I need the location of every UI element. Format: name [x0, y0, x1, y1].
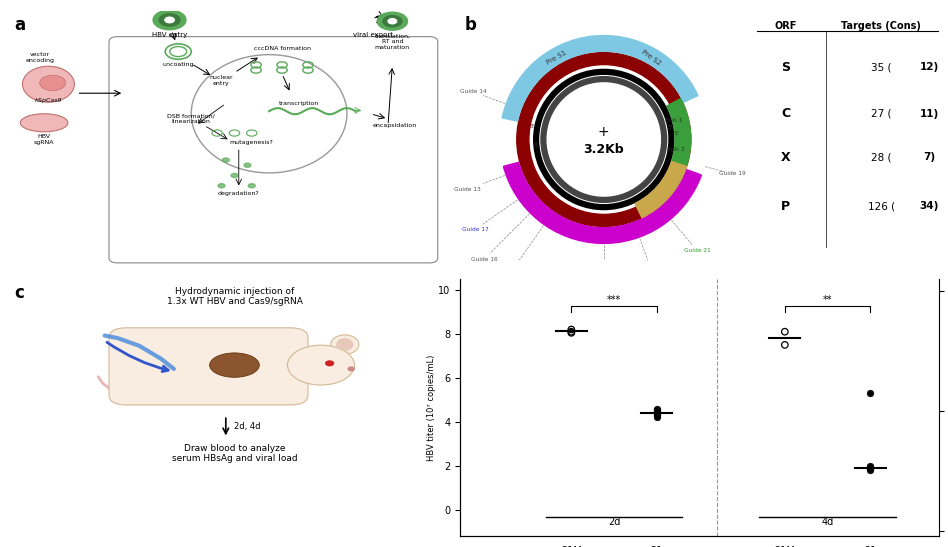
Circle shape — [383, 15, 402, 27]
Point — [863, 389, 878, 398]
Text: translation,
RT and
maturation: translation, RT and maturation — [374, 33, 410, 50]
Text: 27 (: 27 ( — [871, 109, 891, 119]
Circle shape — [159, 14, 180, 26]
Point — [863, 464, 878, 473]
FancyBboxPatch shape — [109, 328, 308, 405]
Point — [777, 327, 793, 336]
Ellipse shape — [191, 391, 210, 401]
Text: b: b — [465, 16, 477, 34]
Point — [863, 465, 878, 474]
Text: HBV
sgRNA: HBV sgRNA — [34, 134, 54, 145]
Y-axis label: HBV titer (10⁷ copies/mL): HBV titer (10⁷ copies/mL) — [427, 354, 435, 461]
Circle shape — [248, 184, 255, 188]
Text: Hydrodynamic injection of
1.3x WT HBV and Cas9/sgRNA: Hydrodynamic injection of 1.3x WT HBV an… — [167, 287, 302, 306]
Text: HBV entry: HBV entry — [152, 32, 187, 38]
Text: ORF: ORF — [775, 21, 796, 31]
Text: cccDNA formation: cccDNA formation — [253, 46, 311, 51]
Circle shape — [231, 173, 238, 178]
Text: 126 (: 126 ( — [867, 201, 895, 211]
Circle shape — [218, 184, 225, 188]
Text: degradation?: degradation? — [218, 191, 260, 196]
Text: 11): 11) — [920, 109, 939, 119]
Point — [564, 327, 579, 336]
Text: 7): 7) — [923, 153, 935, 162]
Ellipse shape — [337, 338, 354, 351]
Point — [649, 409, 665, 417]
Text: a: a — [14, 16, 25, 34]
Circle shape — [244, 163, 251, 167]
Text: X: X — [781, 151, 791, 164]
Text: DSB formation/
linearization: DSB formation/ linearization — [167, 114, 215, 124]
Text: P: P — [781, 200, 790, 213]
Text: viral export: viral export — [353, 32, 392, 38]
Text: vector
encoding: vector encoding — [26, 52, 54, 62]
Circle shape — [223, 158, 229, 162]
Circle shape — [388, 19, 396, 24]
Text: transcription: transcription — [280, 101, 319, 106]
Text: uncoating: uncoating — [162, 62, 194, 67]
Point — [863, 461, 878, 470]
Text: c: c — [14, 284, 24, 302]
Text: 2d, 4d: 2d, 4d — [234, 422, 261, 431]
Ellipse shape — [260, 391, 279, 401]
Circle shape — [326, 361, 334, 365]
Ellipse shape — [155, 391, 175, 401]
Ellipse shape — [20, 114, 68, 132]
Text: C: C — [781, 107, 790, 120]
Text: nuclear
entry: nuclear entry — [210, 75, 233, 86]
Text: Targets (Cons): Targets (Cons) — [841, 21, 921, 31]
Ellipse shape — [210, 353, 260, 377]
Circle shape — [377, 12, 408, 30]
Point — [649, 405, 665, 414]
Circle shape — [154, 10, 186, 30]
Point — [649, 406, 665, 415]
Point — [863, 462, 878, 471]
Text: mutagenesis?: mutagenesis? — [229, 139, 274, 144]
Text: 35 (: 35 ( — [871, 62, 891, 73]
Point — [649, 413, 665, 422]
Ellipse shape — [225, 391, 245, 401]
Text: 12): 12) — [920, 62, 939, 73]
Ellipse shape — [40, 75, 65, 91]
Text: 34): 34) — [920, 201, 939, 211]
Point — [649, 411, 665, 420]
Point — [863, 463, 878, 472]
Point — [564, 325, 579, 334]
Point — [564, 328, 579, 337]
Text: Draw blood to analyze
serum HBsAg and viral load: Draw blood to analyze serum HBsAg and vi… — [172, 444, 298, 463]
Ellipse shape — [287, 345, 355, 385]
Ellipse shape — [23, 66, 74, 102]
Point — [777, 341, 793, 350]
Text: 28 (: 28 ( — [871, 153, 891, 162]
Circle shape — [165, 17, 174, 23]
Text: encapsidation: encapsidation — [373, 123, 417, 128]
Text: **: ** — [823, 295, 832, 305]
Text: hSpCas9: hSpCas9 — [35, 98, 63, 103]
Ellipse shape — [331, 335, 359, 354]
Circle shape — [348, 367, 355, 371]
Text: ***: *** — [607, 295, 621, 305]
Text: 4d: 4d — [821, 517, 833, 527]
Text: 2d: 2d — [608, 517, 620, 527]
Text: S: S — [781, 61, 790, 74]
Point — [649, 410, 665, 418]
Point — [649, 404, 665, 413]
